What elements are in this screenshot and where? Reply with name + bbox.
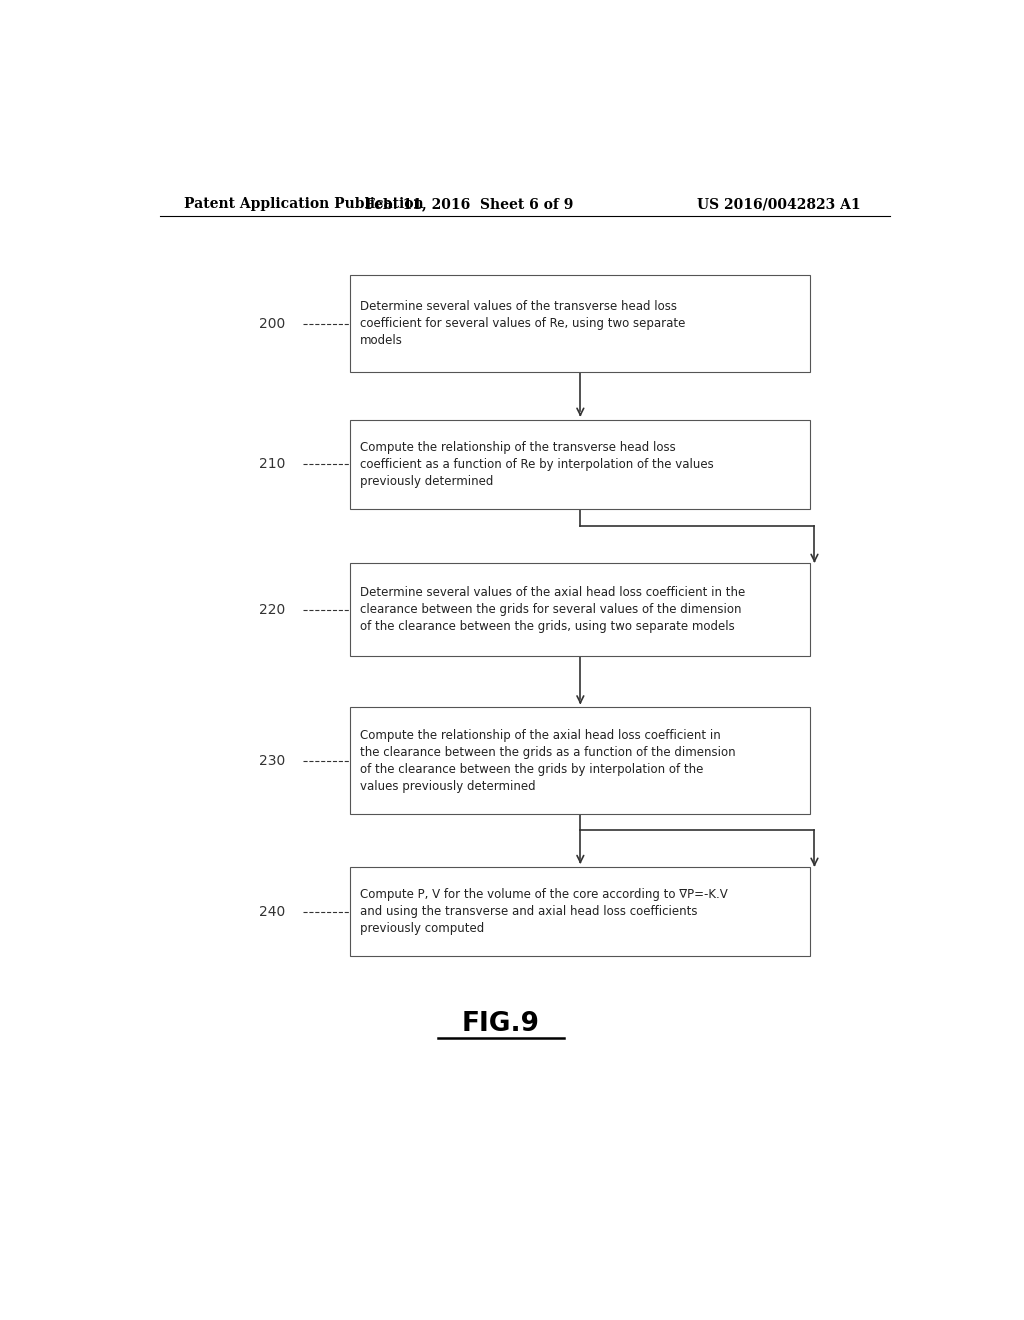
FancyBboxPatch shape — [350, 276, 811, 372]
Text: Compute the relationship of the axial head loss coefficient in
the clearance bet: Compute the relationship of the axial he… — [359, 729, 735, 792]
Text: Determine several values of the transverse head loss
coefficient for several val: Determine several values of the transver… — [359, 300, 685, 347]
Text: 210: 210 — [259, 457, 286, 471]
FancyBboxPatch shape — [350, 420, 811, 510]
Text: US 2016/0042823 A1: US 2016/0042823 A1 — [697, 197, 860, 211]
Text: Compute P, V for the volume of the core according to ∇P=-K.V
and using the trans: Compute P, V for the volume of the core … — [359, 888, 727, 935]
Text: 220: 220 — [259, 603, 286, 616]
Text: 230: 230 — [259, 754, 286, 768]
FancyBboxPatch shape — [350, 562, 811, 656]
Text: Feb. 11, 2016  Sheet 6 of 9: Feb. 11, 2016 Sheet 6 of 9 — [366, 197, 573, 211]
FancyBboxPatch shape — [350, 867, 811, 956]
Text: 240: 240 — [259, 904, 286, 919]
Text: Compute the relationship of the transverse head loss
coefficient as a function o: Compute the relationship of the transver… — [359, 441, 714, 488]
Text: Determine several values of the axial head loss coefficient in the
clearance bet: Determine several values of the axial he… — [359, 586, 745, 634]
Text: Patent Application Publication: Patent Application Publication — [183, 197, 423, 211]
Text: FIG.9: FIG.9 — [462, 1011, 540, 1038]
FancyBboxPatch shape — [350, 708, 811, 814]
Text: 200: 200 — [259, 317, 286, 330]
